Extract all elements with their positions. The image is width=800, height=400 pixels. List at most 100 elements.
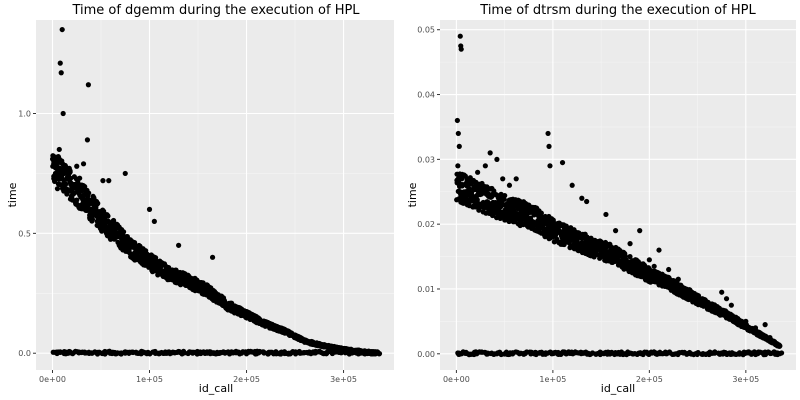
data-point [474, 197, 480, 203]
data-points [454, 33, 785, 358]
data-point [776, 343, 782, 349]
outlier-point [487, 150, 493, 156]
outlier-point [723, 296, 730, 302]
dtrsm-chart: Time of dtrsm during the execution of HP… [406, 3, 796, 395]
data-point [502, 192, 508, 199]
data-point [152, 348, 158, 355]
outlier-point [584, 198, 590, 205]
outlier-point [176, 242, 182, 248]
x-tick-label: 1e+05 [136, 375, 163, 384]
y-tick-label: 0.5 [18, 229, 31, 238]
data-point [122, 350, 128, 356]
outlier-point [728, 302, 734, 308]
outlier-point [752, 325, 759, 331]
outlier-point [80, 161, 87, 167]
y-tick-label: 0.0 [18, 349, 31, 358]
outlier-point [500, 176, 506, 182]
y-tick-label: 0.05 [417, 26, 435, 35]
outlier-point [656, 247, 662, 253]
outlier-point [55, 154, 61, 160]
plot-panel [36, 20, 394, 370]
gridlines [440, 20, 796, 370]
x-tick-label: 2e+05 [233, 375, 260, 384]
data-point [273, 349, 279, 355]
outlier-point [59, 26, 65, 33]
outlier-point [627, 241, 633, 247]
outlier-point [74, 163, 80, 169]
data-point [473, 349, 479, 355]
outlier-point [77, 175, 83, 181]
outlier-point [60, 110, 66, 117]
outlier-point [475, 169, 481, 175]
x-tick-label: 0e+00 [443, 375, 470, 384]
outlier-point [675, 276, 681, 282]
data-point [261, 349, 267, 355]
outlier-point [513, 176, 519, 182]
outlier-point [58, 70, 64, 76]
outlier-point [494, 156, 500, 162]
data-point [63, 181, 69, 187]
x-axis-title: id_call [199, 382, 233, 395]
outlier-point [456, 143, 462, 149]
y-tick-label: 0.03 [417, 155, 435, 164]
data-point [574, 237, 580, 243]
outlier-point [52, 170, 59, 177]
x-tick-label: 3e+05 [732, 375, 759, 384]
outlier-point [84, 137, 91, 143]
data-point [695, 293, 702, 299]
outlier-point [767, 334, 773, 341]
outlier-point [579, 195, 585, 201]
data-point [630, 351, 636, 357]
data-point [778, 350, 785, 356]
outlier-point [690, 299, 696, 305]
outlier-point [85, 82, 91, 88]
y-axis-title: time [406, 182, 419, 207]
outlier-point [106, 178, 112, 184]
outlier-point [455, 130, 461, 137]
data-point [375, 350, 381, 356]
outlier-point [637, 228, 643, 234]
y-axis-ticks: 0.0 0.5 1.0 [18, 109, 36, 358]
data-point [89, 218, 95, 224]
data-point [67, 169, 73, 175]
outlier-point [54, 158, 60, 165]
y-tick-label: 0.00 [417, 350, 435, 359]
outlier-point [53, 163, 59, 169]
outlier-point [209, 254, 216, 260]
outlier-point [743, 318, 749, 324]
outlier-point [559, 159, 566, 166]
data-point [543, 350, 549, 356]
outlier-point [719, 289, 725, 295]
outlier-point [457, 33, 463, 39]
data-point [292, 351, 299, 357]
data-point [152, 255, 159, 261]
outlier-point [603, 211, 609, 218]
dgemm-chart: Time of dgemm during the execution of HP… [6, 3, 394, 395]
x-tick-label: 2e+05 [636, 375, 663, 384]
outlier-point [666, 266, 672, 273]
data-point [82, 184, 88, 190]
outlier-point [651, 263, 657, 269]
x-axis-title: id_call [601, 382, 635, 395]
outlier-point [685, 289, 691, 295]
y-tick-label: 0.01 [417, 285, 435, 294]
outlier-point [151, 218, 157, 224]
data-points [49, 26, 383, 357]
data-point [105, 213, 111, 219]
outlier-point [122, 170, 128, 177]
y-tick-label: 0.04 [417, 91, 435, 100]
data-point [94, 201, 100, 207]
x-tick-label: 0e+00 [39, 375, 66, 384]
data-point [54, 186, 61, 192]
outlier-point [546, 143, 552, 149]
outlier-point [762, 322, 768, 328]
outlier-point [455, 163, 461, 169]
outlier-point [458, 46, 464, 52]
data-point [74, 197, 80, 203]
outlier-point [100, 178, 106, 184]
data-point [86, 190, 92, 196]
outlier-point [545, 130, 551, 137]
outlier-point [506, 182, 513, 188]
data-point [741, 349, 747, 355]
